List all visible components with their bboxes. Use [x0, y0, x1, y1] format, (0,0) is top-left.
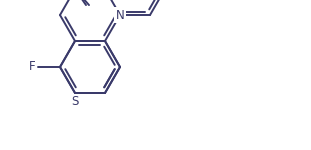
- Text: F: F: [29, 60, 36, 74]
- Text: S: S: [71, 95, 79, 108]
- Text: N: N: [116, 9, 124, 22]
